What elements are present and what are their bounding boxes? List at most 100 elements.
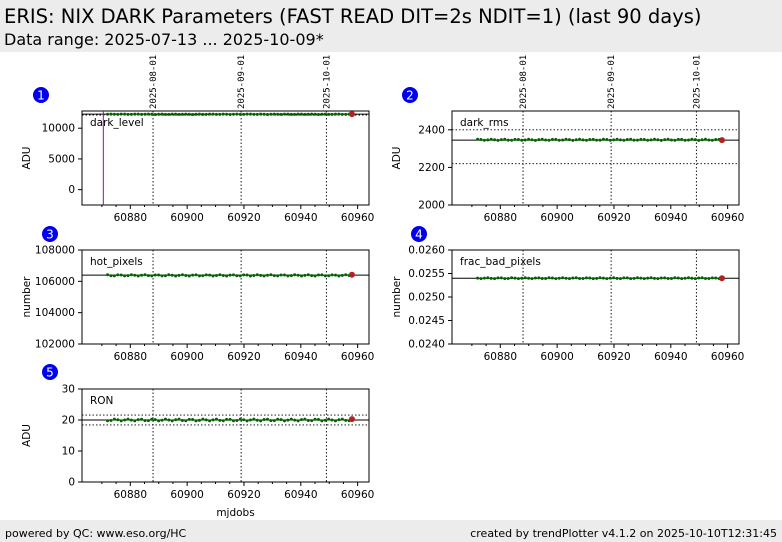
data-point: [649, 138, 653, 142]
data-point: [299, 274, 303, 278]
data-point: [523, 276, 527, 280]
data-point: [496, 276, 500, 280]
y-tick-label: 108000: [35, 245, 75, 257]
data-point: [106, 419, 110, 423]
footer-credit-link[interactable]: powered by QC: www.eso.org/HC: [5, 527, 187, 540]
data-point: [649, 276, 653, 280]
panel-number-label: 4: [415, 228, 423, 242]
data-point: [238, 417, 242, 421]
data-point: [218, 418, 222, 422]
data-point: [133, 419, 137, 423]
data-point: [310, 419, 314, 423]
data-point: [140, 417, 144, 421]
data-point: [238, 112, 242, 116]
header-bar: [0, 0, 782, 52]
data-point: [286, 418, 290, 422]
data-point: [499, 276, 503, 280]
data-point: [327, 417, 331, 421]
data-point: [547, 276, 551, 280]
data-point: [344, 418, 348, 422]
data-point: [204, 418, 208, 422]
x-axis-label: mjdobs: [216, 507, 254, 519]
data-point: [320, 419, 324, 423]
data-point: [129, 273, 133, 277]
data-point: [564, 276, 568, 280]
data-point: [245, 419, 249, 423]
data-point: [673, 276, 677, 280]
y-axis-label: number: [391, 276, 403, 318]
data-point: [187, 112, 191, 116]
data-point: [112, 112, 116, 116]
data-point: [293, 273, 297, 277]
data-point: [612, 276, 616, 280]
data-point: [554, 137, 558, 141]
chart-area: 2025-08-01 2025-09-01 2025-10-01 0 5000 10000…: [21, 55, 744, 519]
date-marker-label: 2025-08-01: [149, 55, 159, 109]
data-point: [116, 273, 120, 277]
data-point: [119, 112, 123, 116]
data-point: [109, 274, 113, 278]
data-point: [588, 137, 592, 141]
data-point: [157, 419, 161, 423]
data-point: [520, 138, 524, 142]
data-point: [608, 276, 612, 280]
data-point: [693, 138, 697, 142]
data-point: [252, 274, 256, 278]
data-point: [578, 137, 582, 141]
data-point: [571, 276, 575, 280]
data-point: [306, 112, 310, 116]
data-point: [116, 418, 120, 422]
data-point: [323, 112, 327, 116]
data-point: [262, 418, 266, 422]
data-point: [143, 112, 147, 116]
data-point: [259, 419, 263, 423]
data-point: [126, 112, 130, 116]
data-point: [252, 112, 256, 116]
data-point: [639, 137, 643, 141]
data-point: [299, 418, 303, 422]
y-tick-label: 2200: [418, 162, 445, 174]
data-point: [564, 137, 568, 141]
last-data-point: [348, 416, 355, 423]
y-tick-label: 0.0250: [408, 292, 445, 304]
data-point: [316, 112, 320, 116]
data-point: [106, 273, 110, 277]
data-point: [523, 138, 527, 142]
data-point: [184, 419, 188, 423]
panel-title: frac_bad_pixels: [460, 256, 541, 268]
panel-title: RON: [90, 395, 113, 407]
data-point: [595, 276, 599, 280]
data-point: [547, 138, 551, 142]
data-point: [180, 273, 184, 277]
data-point: [330, 273, 334, 277]
data-point: [629, 277, 633, 281]
data-point: [503, 277, 507, 281]
data-point: [177, 417, 181, 421]
data-point: [704, 137, 707, 141]
data-point: [184, 112, 188, 116]
x-tick-label: 60960: [341, 489, 374, 501]
data-point: [690, 276, 694, 280]
data-point: [690, 137, 694, 141]
data-point: [676, 276, 680, 280]
y-tick-label: 30: [62, 384, 75, 396]
data-point: [479, 277, 483, 281]
data-point: [663, 276, 667, 280]
x-tick-label: 60940: [654, 351, 687, 363]
x-tick-label: 60880: [484, 212, 517, 224]
data-point: [303, 112, 307, 116]
data-point: [109, 419, 113, 423]
data-point: [710, 276, 714, 280]
data-point: [584, 276, 588, 280]
data-point: [310, 274, 314, 278]
x-tick-label: 60880: [114, 351, 147, 363]
x-tick-label: 60940: [284, 489, 317, 501]
y-tick-label: 0: [68, 477, 75, 489]
data-point: [174, 112, 178, 116]
data-point: [608, 138, 612, 142]
data-point: [272, 112, 276, 116]
data-point: [313, 112, 317, 116]
data-point: [510, 276, 514, 280]
data-point: [177, 112, 181, 116]
data-point: [276, 417, 280, 421]
